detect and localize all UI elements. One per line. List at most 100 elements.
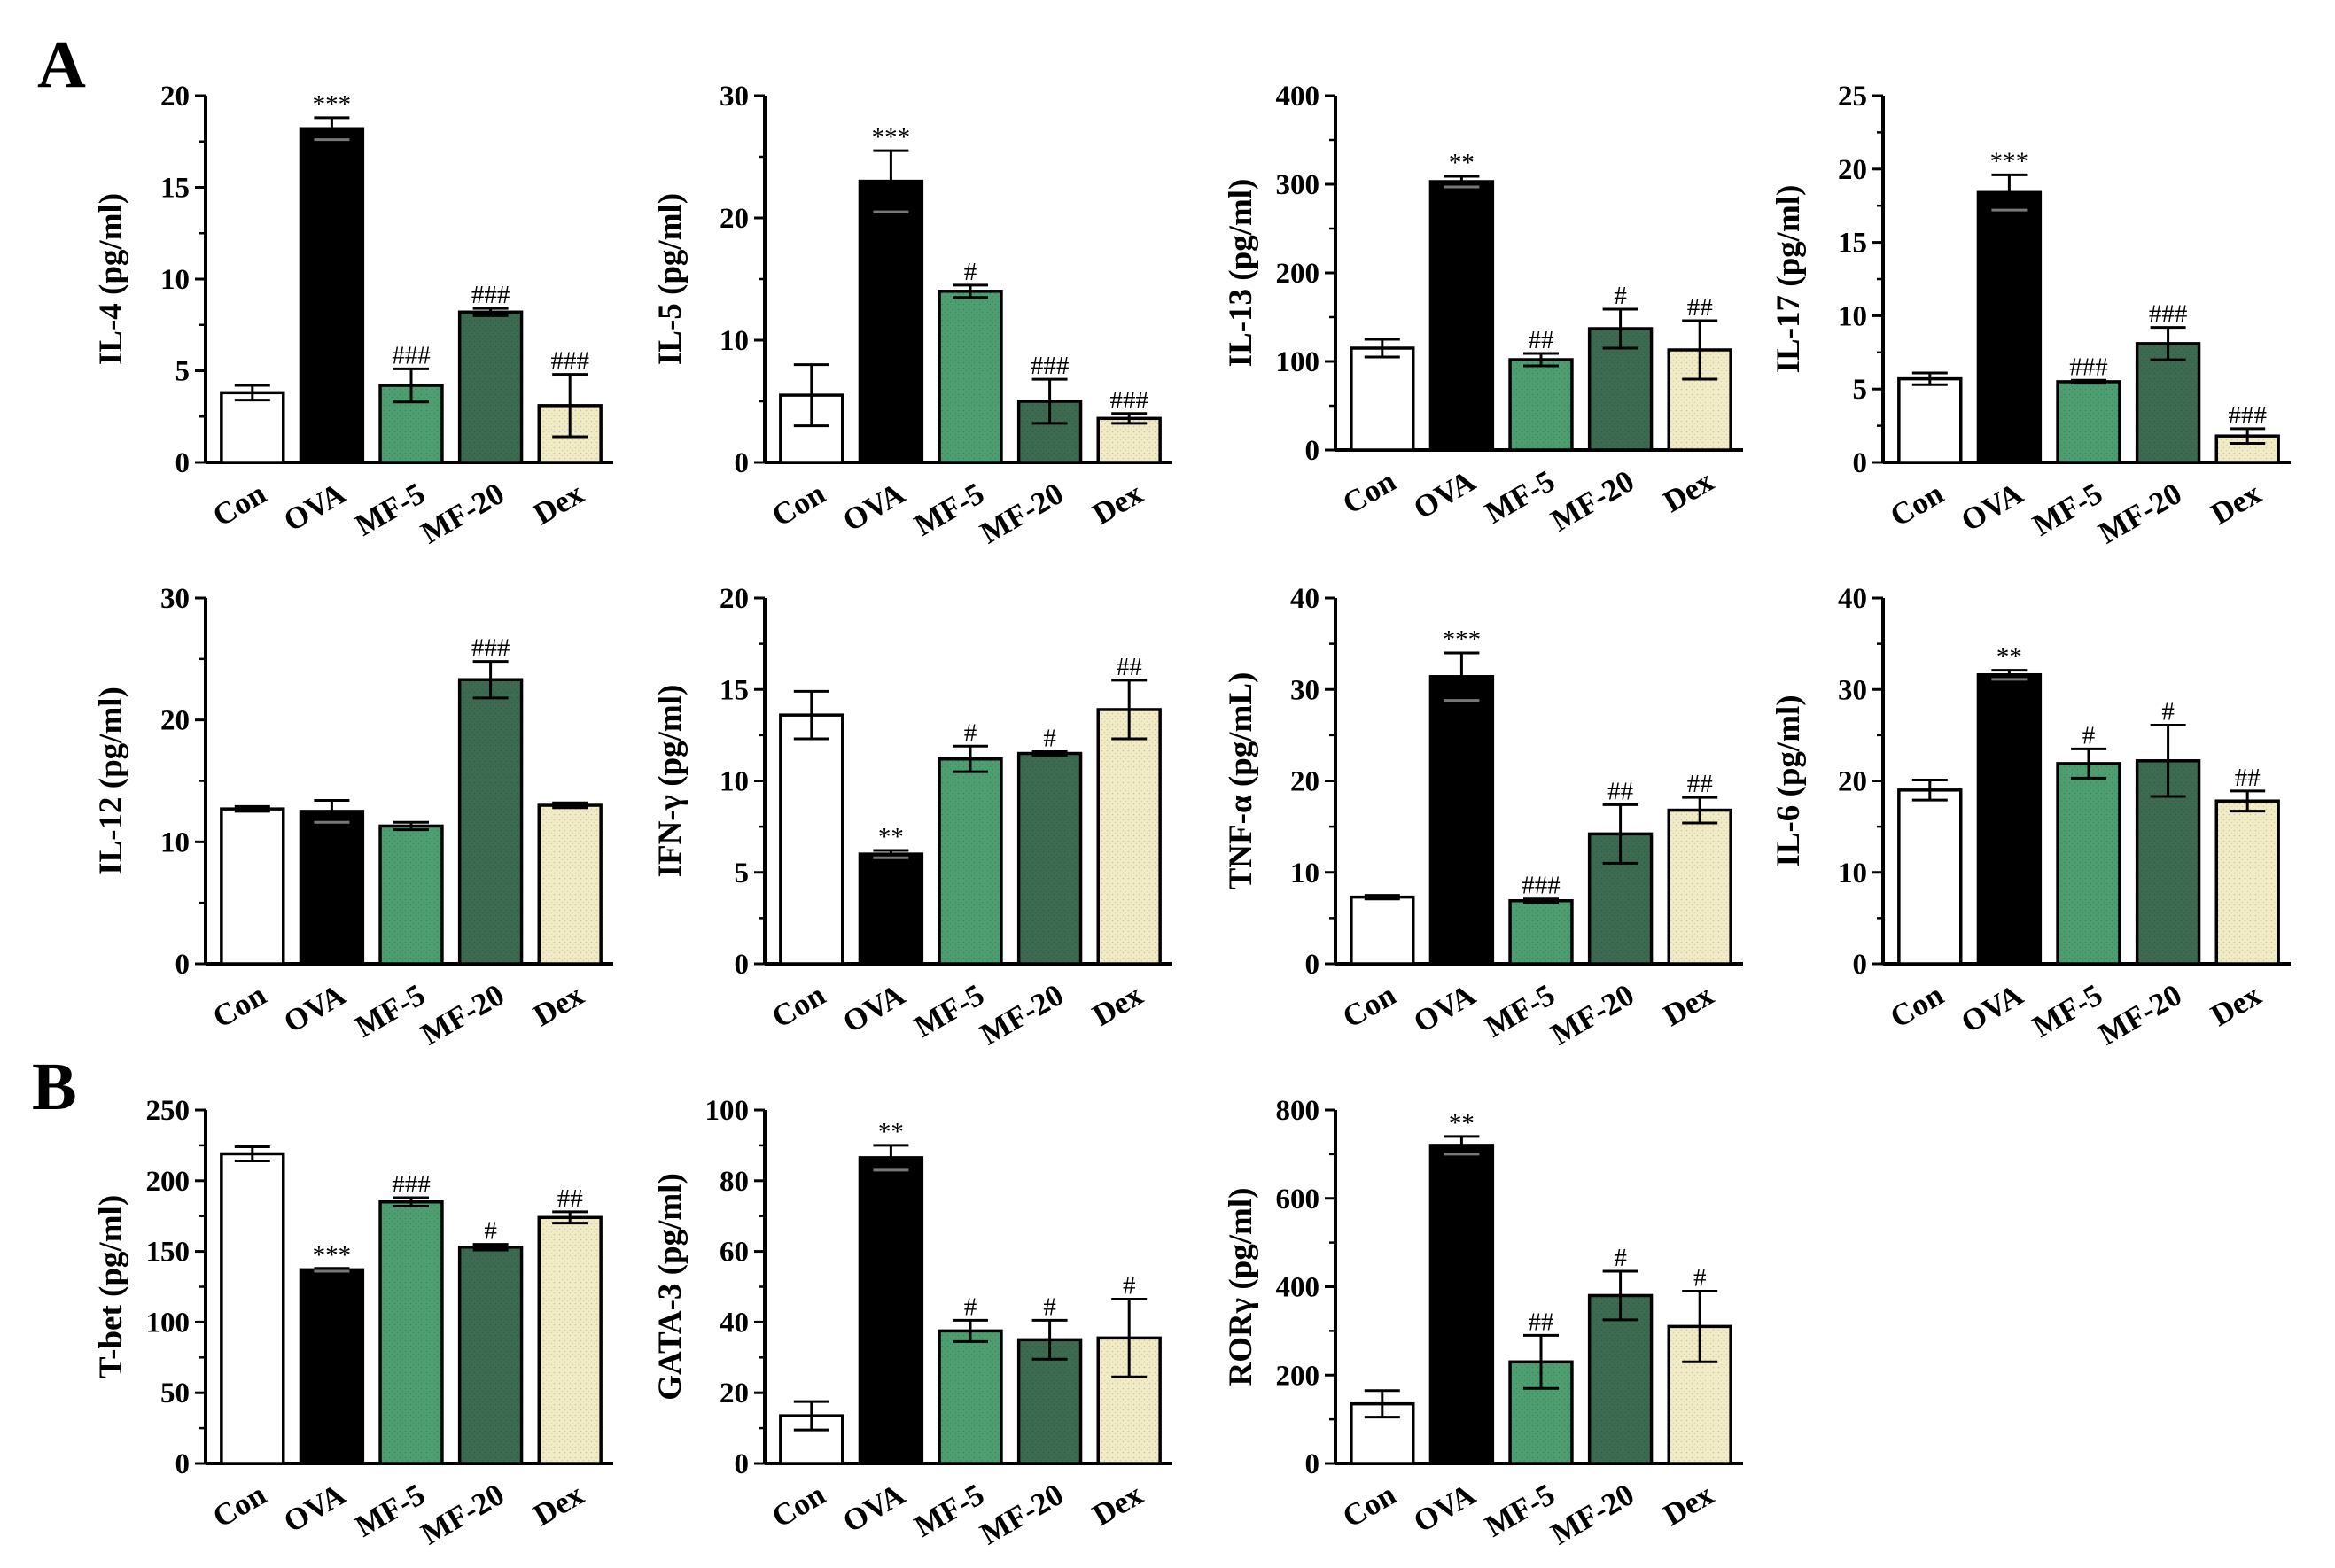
y-tick-label: 800	[1276, 1095, 1320, 1127]
x-category-label: OVA	[1407, 1477, 1482, 1540]
bar-con	[220, 391, 285, 464]
significance-label: ***	[313, 1241, 352, 1269]
y-axis-title: IFN-γ (pg/ml)	[652, 685, 689, 878]
x-category-label: OVA	[277, 977, 352, 1040]
y-tick-label: 20	[1290, 766, 1319, 798]
y-tick-label: 20	[1838, 154, 1867, 186]
x-category-label: Dex	[1657, 1477, 1719, 1533]
bar-texture	[941, 1332, 1000, 1462]
significance-label: **	[878, 823, 904, 851]
x-category-label: OVA	[837, 977, 911, 1040]
bar-texture	[541, 1219, 600, 1462]
bar-ova	[858, 1156, 924, 1465]
x-category-label: MF-5	[908, 977, 990, 1044]
y-tick-label: 5	[175, 356, 191, 388]
significance-label: ##	[1687, 770, 1713, 798]
x-category-label: Dex	[1086, 1477, 1148, 1533]
y-tick-label: 0	[1853, 447, 1868, 479]
x-category-label: MF-5	[2027, 977, 2108, 1044]
significance-label: ##	[1529, 1308, 1554, 1336]
chart-2: 0 10 20 30 IL-5 (pg/ml) Con *** OVA # MF-5 ### MF-2…	[652, 81, 1172, 550]
significance-label: #	[1693, 1263, 1707, 1292]
bar-texture	[1591, 1297, 1650, 1462]
chart-3: 0 100 200 300 400 IL-13 (pg/ml) Con ** OVA ## MF-5…	[1223, 81, 1743, 538]
y-axis-title: TNF-α (pg/mL)	[1223, 672, 1259, 890]
bar-texture	[2218, 803, 2277, 962]
significance-label: ##	[557, 1184, 583, 1213]
bar-con	[220, 1152, 285, 1465]
y-tick-label: 20	[160, 705, 190, 737]
x-category-label: Dex	[527, 476, 589, 532]
bar-con	[779, 713, 844, 966]
bar-ova	[858, 852, 924, 966]
bar-ova	[1428, 180, 1495, 452]
y-tick-label: 600	[1276, 1184, 1320, 1215]
y-tick-label: 5	[735, 858, 750, 889]
y-tick-label: 40	[1838, 583, 1867, 615]
bar-texture	[1100, 710, 1159, 962]
bar-texture	[1020, 1341, 1079, 1462]
chart-1: 0 5 10 15 20 IL-4 (pg/ml) Con *** OVA ### MF-5 ### M…	[93, 81, 613, 550]
x-category-label: OVA	[837, 1477, 911, 1540]
significance-label: ###	[1031, 352, 1070, 380]
x-category-label: Con	[206, 476, 271, 533]
y-tick-label: 40	[1290, 583, 1319, 615]
bar-texture	[461, 681, 520, 962]
x-category-label: MF-5	[908, 476, 990, 543]
y-tick-label: 15	[1838, 228, 1867, 260]
bar-texture	[941, 292, 1000, 461]
chart-10: 0 20 40 60 80 100 GATA-3 (pg/ml) Con ** OVA # MF-5 #…	[652, 1095, 1172, 1551]
x-category-label: Dex	[1086, 476, 1148, 532]
significance-label: ###	[2228, 401, 2267, 430]
x-category-label: OVA	[837, 476, 911, 539]
significance-label: ###	[2149, 300, 2188, 329]
panel-label-a: A	[37, 27, 86, 102]
x-category-label: Con	[1884, 977, 1949, 1035]
x-category-label: MF-20	[416, 977, 510, 1052]
y-axis-title: RORγ (pg/ml)	[1223, 1188, 1259, 1386]
bar-texture	[1512, 902, 1570, 962]
y-tick-label: 20	[720, 203, 749, 235]
chart-4: 0 5 10 15 20 25 IL-17 (pg/ml) Con *** OVA ### MF-5 #…	[1771, 81, 2291, 550]
significance-label: #	[1043, 724, 1056, 752]
bar-ova	[1428, 1144, 1495, 1465]
y-tick-label: 0	[1853, 949, 1868, 981]
y-tick-label: 20	[1838, 766, 1867, 798]
x-category-label: OVA	[277, 476, 352, 539]
bar-ova	[1976, 672, 2043, 966]
y-tick-label: 20	[720, 1378, 749, 1409]
significance-label: **	[1449, 149, 1475, 177]
y-tick-label: 0	[1305, 435, 1320, 467]
bar-texture	[541, 807, 600, 962]
y-tick-label: 0	[175, 447, 191, 479]
significance-label: ##	[2235, 764, 2261, 792]
y-tick-label: 0	[175, 949, 191, 981]
x-category-label: MF-5	[1479, 1477, 1561, 1544]
bar-texture	[1020, 755, 1079, 962]
significance-label: ##	[1117, 653, 1142, 681]
x-category-label: Con	[206, 1477, 271, 1534]
bar-texture	[382, 827, 440, 962]
significance-label: ##	[1687, 293, 1713, 322]
x-category-label: MF-20	[2093, 476, 2188, 550]
x-category-label: Con	[1884, 476, 1949, 533]
x-category-label: Con	[766, 1477, 830, 1534]
bar-con	[779, 393, 844, 464]
x-category-label: OVA	[1407, 977, 1482, 1040]
x-category-label: MF-5	[349, 476, 431, 543]
bar-con	[1897, 376, 1963, 464]
significance-label: #	[964, 258, 977, 286]
y-tick-label: 200	[1276, 258, 1320, 290]
significance-label: ##	[1607, 777, 1633, 805]
significance-label: #	[1614, 282, 1627, 310]
x-category-label: MF-5	[349, 977, 431, 1044]
significance-label: #	[964, 718, 977, 747]
y-tick-label: 30	[1838, 674, 1867, 706]
significance-label: ***	[872, 123, 911, 151]
bar-texture	[382, 1203, 440, 1462]
chart-7: 0 10 20 30 40 TNF-α (pg/mL) Con *** OVA ### MF-5 ##…	[1223, 583, 1743, 1052]
